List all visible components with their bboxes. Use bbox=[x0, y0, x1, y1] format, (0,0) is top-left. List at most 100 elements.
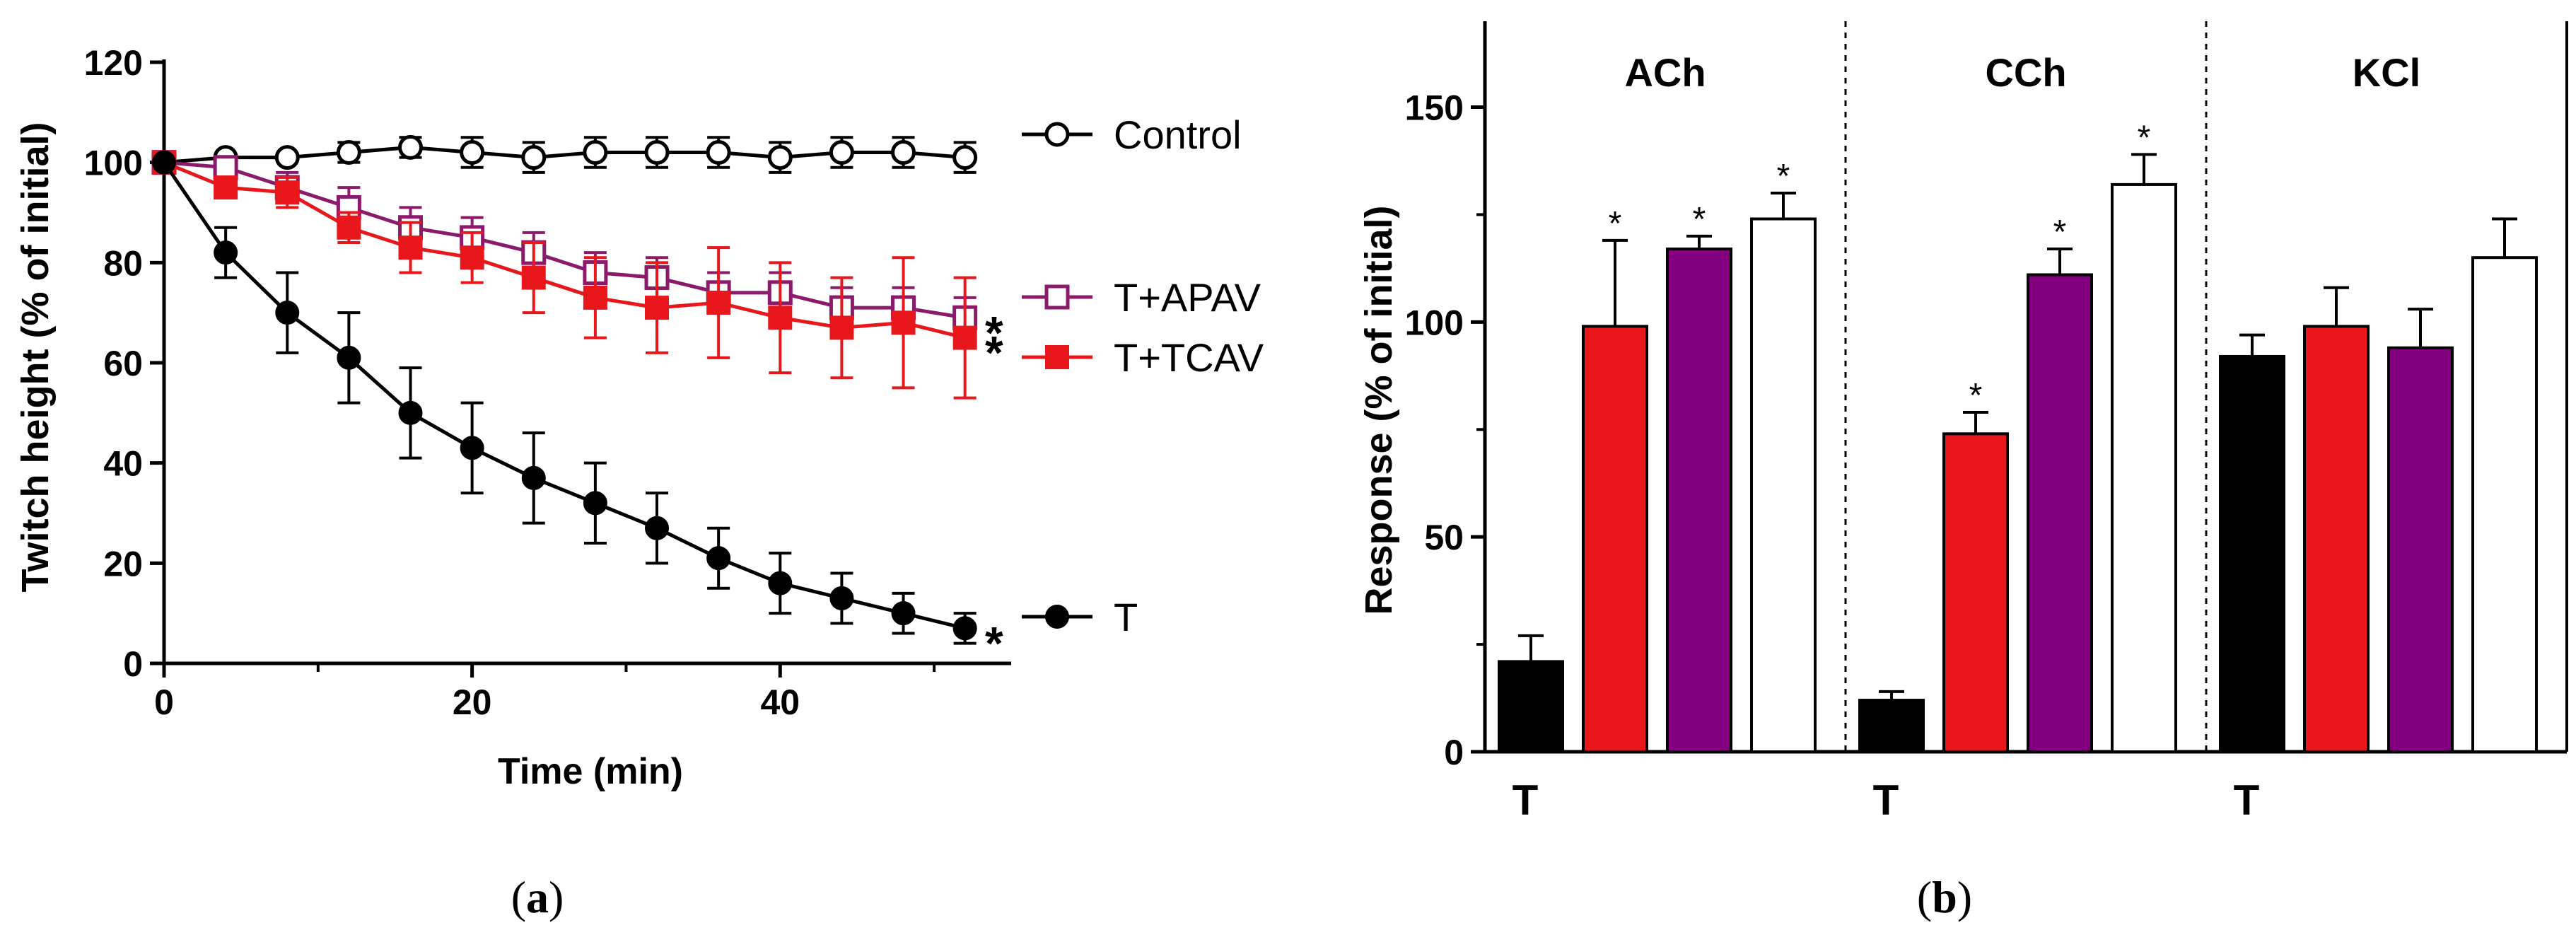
line-chart-series: *** bbox=[151, 134, 1003, 669]
data-point bbox=[460, 436, 484, 460]
y-tick-label: 120 bbox=[84, 43, 143, 83]
bar bbox=[2471, 256, 2538, 753]
line-chart-legend: Control T+APAV T+TCAV T bbox=[1022, 112, 1264, 639]
y-tick-label: 40 bbox=[103, 444, 143, 484]
x-tick-label: 20 bbox=[453, 682, 492, 722]
y-tick-label: 100 bbox=[1405, 303, 1464, 342]
bar bbox=[2303, 325, 2370, 754]
y-tick-label: 60 bbox=[103, 344, 143, 383]
data-point bbox=[398, 400, 423, 425]
data-point bbox=[152, 150, 176, 175]
data-point bbox=[768, 306, 793, 330]
group-label: CCh bbox=[1985, 50, 2066, 95]
significance-marker: * bbox=[1609, 205, 1622, 243]
bar-group-cch: * * * bbox=[1858, 119, 2177, 753]
group-label: KCl bbox=[2353, 50, 2420, 95]
bar-chart-panel: 0 50 100 150 * * * * * * ACh T CCh T KCl T Response (… bbox=[1358, 21, 2568, 922]
data-point bbox=[645, 516, 670, 540]
data-point bbox=[275, 180, 300, 205]
bar-chart-ticks: 0 50 100 150 bbox=[1405, 88, 1485, 772]
bar bbox=[1498, 660, 1564, 753]
data-point bbox=[583, 285, 607, 310]
data-point bbox=[891, 310, 916, 335]
data-point bbox=[767, 145, 793, 170]
panel-b-letter: b bbox=[1932, 872, 1957, 922]
data-point bbox=[952, 145, 978, 170]
data-point bbox=[460, 140, 485, 165]
significance-marker: * bbox=[1693, 201, 1706, 238]
bar-chart-y-axis-label: Response (% of initial) bbox=[1358, 205, 1400, 615]
data-point bbox=[768, 571, 793, 595]
significance-marker: * bbox=[1969, 377, 1983, 414]
group-base-label: T bbox=[2234, 777, 2260, 824]
data-point bbox=[829, 140, 854, 165]
significance-marker: * bbox=[985, 327, 1003, 379]
data-point bbox=[644, 140, 670, 165]
data-point bbox=[583, 491, 607, 516]
bar bbox=[1582, 325, 1648, 754]
significance-marker: * bbox=[2053, 214, 2067, 251]
panel-a-letter: a bbox=[526, 872, 549, 922]
group-label: ACh bbox=[1624, 50, 1706, 95]
group-base-label: T bbox=[1513, 777, 1539, 824]
legend-label: T bbox=[1114, 595, 1138, 639]
significance-marker: * bbox=[2138, 119, 2151, 156]
data-point bbox=[521, 145, 547, 170]
bar-group-kcl bbox=[2219, 217, 2538, 754]
data-point bbox=[337, 345, 361, 370]
significance-marker: * bbox=[985, 306, 1003, 359]
data-point bbox=[337, 215, 361, 240]
data-point bbox=[891, 601, 916, 626]
data-point bbox=[398, 134, 424, 160]
y-tick-label: 20 bbox=[103, 544, 143, 583]
bar-chart-group-labels: ACh T CCh T KCl T bbox=[1513, 50, 2421, 824]
group-base-label: T bbox=[1873, 777, 1899, 824]
bar-group-ach: * * * bbox=[1498, 158, 1817, 754]
x-tick-label: 40 bbox=[760, 682, 800, 722]
bar bbox=[1858, 699, 1925, 753]
line-chart-y-axis-label: Twitch height (% of initial) bbox=[14, 122, 57, 593]
significance-marker: * bbox=[1777, 158, 1790, 195]
bar bbox=[1942, 432, 2009, 753]
data-point bbox=[706, 291, 731, 315]
bar bbox=[2387, 346, 2454, 753]
y-tick-label: 100 bbox=[84, 144, 143, 183]
bar bbox=[1750, 217, 1817, 753]
series-t-tcav: * bbox=[152, 150, 1003, 400]
bar bbox=[2111, 182, 2177, 753]
legend-label: T+APAV bbox=[1114, 275, 1261, 320]
y-tick-label: 80 bbox=[103, 243, 143, 283]
data-point bbox=[706, 140, 731, 165]
panel-a-label: (a) bbox=[511, 872, 564, 922]
y-tick-label: 0 bbox=[123, 644, 143, 684]
bar bbox=[2219, 354, 2285, 753]
panel-b-label: (b) bbox=[1917, 872, 1972, 922]
data-point bbox=[645, 296, 670, 320]
bar bbox=[1666, 248, 1732, 754]
data-point bbox=[274, 145, 300, 170]
x-tick-label: 0 bbox=[154, 682, 174, 722]
data-point bbox=[275, 301, 300, 325]
data-point bbox=[521, 265, 546, 290]
data-point bbox=[1044, 122, 1070, 147]
data-point bbox=[829, 586, 854, 610]
data-point bbox=[829, 315, 854, 340]
y-tick-label: 0 bbox=[1444, 733, 1464, 772]
data-point bbox=[336, 140, 361, 165]
data-point bbox=[460, 245, 484, 270]
legend-label: Control bbox=[1114, 112, 1242, 157]
data-point bbox=[891, 140, 916, 165]
y-tick-label: 150 bbox=[1405, 88, 1464, 128]
bar bbox=[2027, 273, 2093, 753]
data-point bbox=[1045, 345, 1069, 369]
y-tick-label: 50 bbox=[1424, 518, 1464, 557]
data-point bbox=[706, 546, 731, 571]
bar-chart-axes bbox=[1483, 21, 2568, 754]
data-point bbox=[952, 325, 977, 350]
significance-marker: * bbox=[985, 617, 1003, 669]
legend-label: T+TCAV bbox=[1114, 335, 1264, 380]
data-point bbox=[952, 616, 977, 641]
data-point bbox=[1045, 605, 1069, 629]
